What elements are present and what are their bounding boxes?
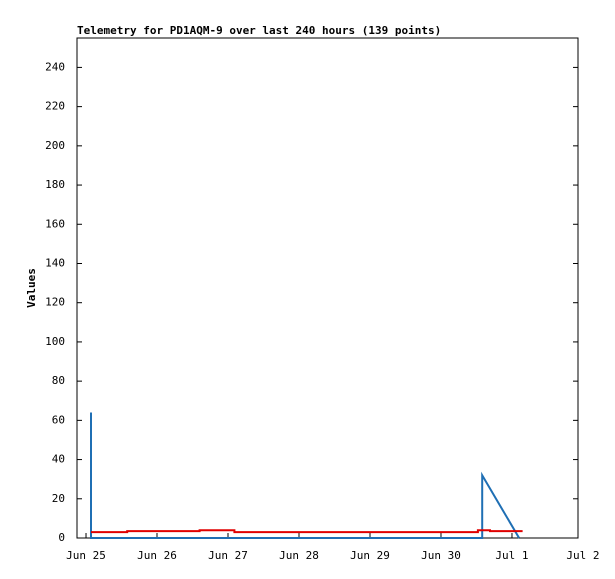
y-tick-label: 0	[58, 531, 65, 544]
y-tick-label: 140	[45, 256, 65, 269]
x-tick-label: Jun 28	[279, 549, 319, 562]
y-tick-label: 220	[45, 100, 65, 113]
y-tick-label: 200	[45, 139, 65, 152]
y-tick-label: 80	[52, 374, 65, 387]
y-tick-label: 100	[45, 335, 65, 348]
chart-title: Telemetry for PD1AQM-9 over last 240 hou…	[77, 24, 441, 37]
y-tick-label: 180	[45, 178, 65, 191]
x-tick-label: Jun 29	[350, 549, 390, 562]
y-tick-label: 40	[52, 453, 65, 466]
x-tick-label: Jun 25	[66, 549, 106, 562]
series-line	[91, 529, 523, 534]
y-tick-label: 240	[45, 60, 65, 73]
series-line	[90, 412, 520, 539]
x-tick-label: Jun 30	[421, 549, 461, 562]
y-tick-label: 60	[52, 413, 65, 426]
y-tick-label: 160	[45, 217, 65, 230]
y-tick-label: 120	[45, 296, 65, 309]
x-tick-label: Jun 27	[208, 549, 248, 562]
x-tick-label: Jul 1	[495, 549, 528, 562]
y-axis-label: Values	[25, 268, 38, 308]
plot-frame	[76, 37, 579, 539]
x-tick-label: Jun 26	[137, 549, 177, 562]
x-tick-label: Jul 2	[566, 549, 599, 562]
y-tick-label: 20	[52, 492, 65, 505]
